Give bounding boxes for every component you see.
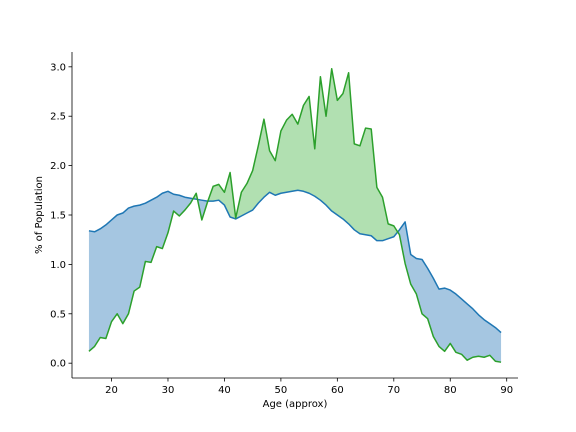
y-tick-label: 2.0 bbox=[50, 161, 66, 172]
x-tick-label: 50 bbox=[275, 385, 288, 396]
y-tick-label: 1.0 bbox=[50, 260, 66, 271]
y-axis-label: % of Population bbox=[34, 176, 45, 254]
x-tick-label: 30 bbox=[162, 385, 175, 396]
fill-region-a-above-0 bbox=[88, 191, 194, 352]
x-tick-label: 90 bbox=[500, 385, 513, 396]
fill-region-a-above-2 bbox=[197, 199, 208, 220]
y-tick-label: 0.0 bbox=[50, 359, 66, 370]
y-ticks: 0.0 0.5 1.0 1.5 2.0 2.5 3.0 bbox=[50, 62, 72, 370]
series-lines bbox=[88, 68, 502, 363]
y-tick-label: 2.5 bbox=[50, 112, 66, 123]
x-tick-label: 70 bbox=[387, 385, 400, 396]
x-ticks: 20 30 40 50 60 70 80 90 bbox=[105, 378, 513, 396]
axes: 20 30 40 50 60 70 80 90 0.0 0.5 1.0 1.5 2.0 2.5 3.0 bbox=[50, 52, 518, 396]
y-tick-label: 0.5 bbox=[50, 309, 66, 320]
y-tick-label: 3.0 bbox=[50, 62, 66, 73]
fill-between-areas bbox=[88, 68, 502, 363]
series-line-1 bbox=[88, 68, 502, 363]
x-tick-label: 60 bbox=[331, 385, 344, 396]
fill-region-a-above-4 bbox=[397, 221, 502, 363]
fill-region-b-above-3 bbox=[207, 68, 398, 241]
series-line-0 bbox=[88, 189, 502, 334]
y-tick-label: 1.5 bbox=[50, 211, 66, 222]
x-tick-label: 20 bbox=[105, 385, 118, 396]
x-tick-label: 40 bbox=[218, 385, 231, 396]
x-tick-label: 80 bbox=[444, 385, 457, 396]
x-axis-label: Age (approx) bbox=[263, 399, 328, 410]
